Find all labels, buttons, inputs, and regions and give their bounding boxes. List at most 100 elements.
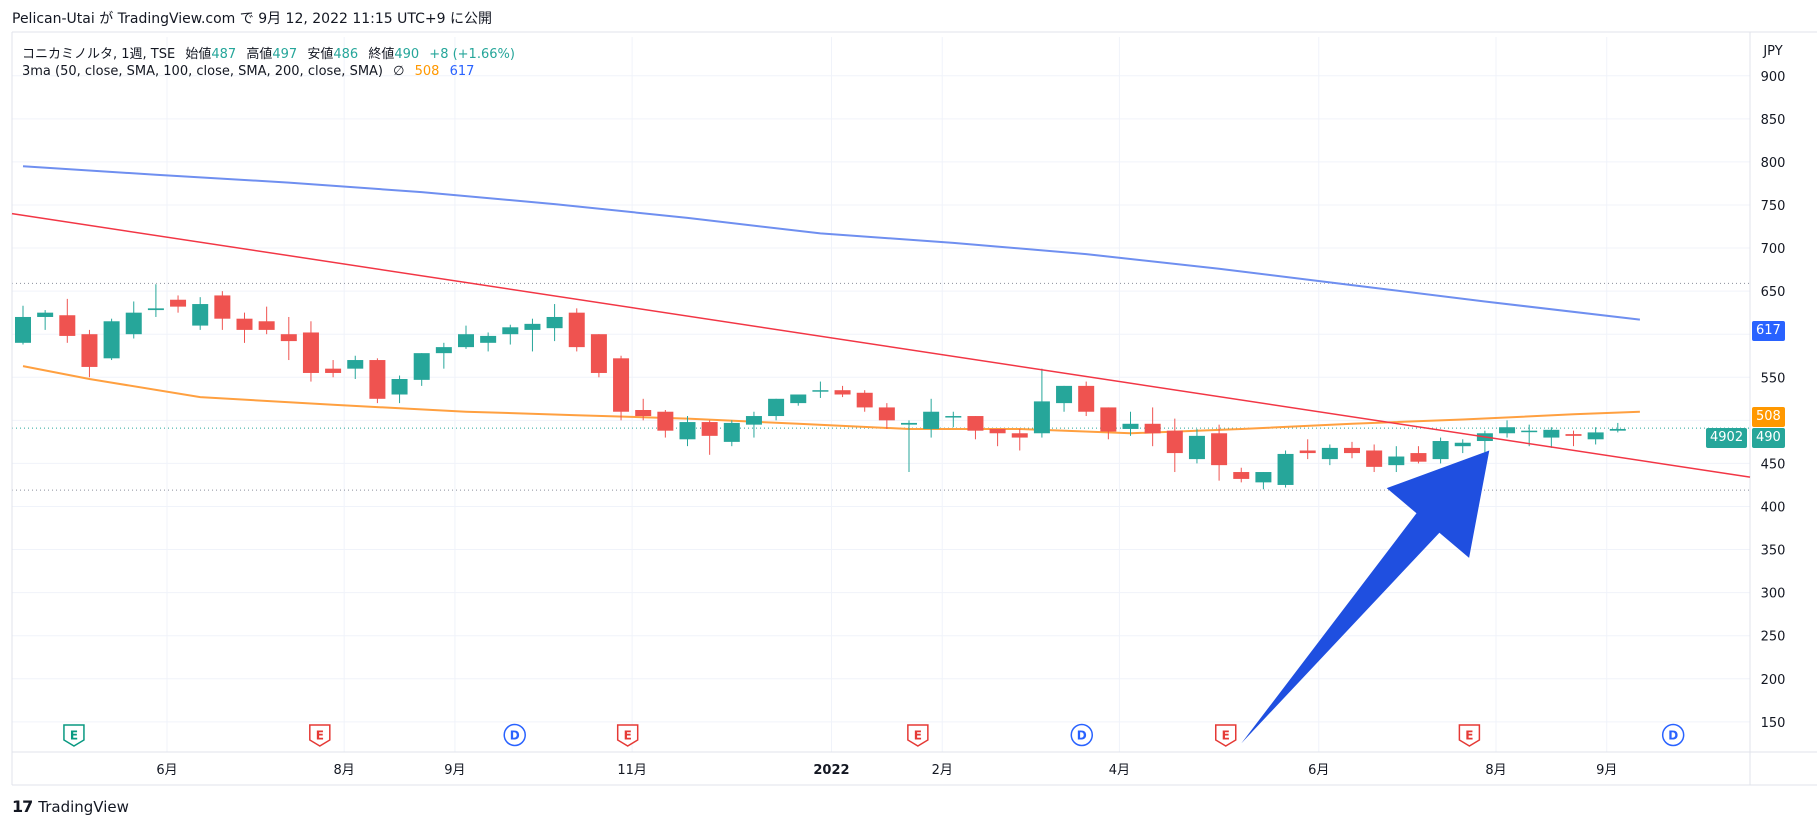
- candle: [1144, 407, 1161, 447]
- candle-body: [103, 321, 120, 359]
- candle-body: [613, 358, 630, 412]
- candle: [236, 312, 253, 343]
- earnings-marker: E: [1214, 724, 1237, 747]
- candle: [302, 321, 319, 382]
- candle-body: [901, 422, 917, 425]
- candle: [568, 308, 585, 352]
- price-tick-label: 400: [1761, 500, 1786, 515]
- candle-body: [723, 422, 740, 442]
- candle: [192, 297, 209, 330]
- candle: [923, 398, 940, 438]
- candle-body: [1366, 450, 1383, 467]
- price-axis[interactable]: 1502002503003504004505005506006507007508…: [1761, 70, 1786, 731]
- candle: [1321, 444, 1338, 466]
- candle-body: [745, 416, 762, 425]
- candle: [745, 411, 762, 438]
- candle: [679, 416, 696, 447]
- earnings-marker: E: [309, 724, 331, 747]
- time-tick-label: 8月: [1485, 763, 1506, 778]
- ma100-value: 508: [414, 64, 440, 79]
- price-tick-label: 850: [1761, 113, 1786, 128]
- price-tick-label: 150: [1761, 716, 1786, 731]
- candle-body: [635, 410, 652, 417]
- grid: [12, 37, 1750, 752]
- earnings-marker-shape: [616, 724, 639, 747]
- price-tick-label: 450: [1761, 457, 1786, 472]
- time-tick-label: 4月: [1109, 763, 1130, 778]
- candle: [878, 403, 895, 429]
- candle-body: [1609, 428, 1626, 431]
- candle-body: [657, 411, 674, 431]
- close-price-tag: 490: [1752, 428, 1785, 448]
- candle: [1366, 444, 1383, 473]
- candle: [413, 353, 430, 386]
- indicator-legend[interactable]: 3ma (50, close, SMA, 100, close, SMA, 20…: [22, 64, 474, 79]
- earnings-marker: E: [1458, 724, 1481, 747]
- candle: [103, 318, 120, 361]
- candle-body: [945, 416, 962, 418]
- arrow-annotation-layer[interactable]: [1241, 450, 1490, 744]
- low-value: 486: [333, 47, 359, 62]
- candle-body: [546, 316, 563, 329]
- event-marker-letter: D: [1668, 729, 1678, 743]
- candle-body: [1078, 385, 1095, 412]
- candle: [458, 325, 474, 349]
- candle-body: [590, 334, 607, 373]
- close-value: 490: [394, 47, 420, 62]
- candle: [325, 360, 342, 378]
- price-unit: JPY: [1762, 44, 1782, 59]
- candle: [1454, 439, 1471, 454]
- close-label: 終値: [368, 47, 395, 62]
- time-tick-label: 9月: [444, 763, 465, 778]
- candle-body: [1122, 423, 1139, 429]
- price-tick-label: 550: [1761, 371, 1786, 386]
- candle-body: [768, 398, 785, 417]
- footer-brand[interactable]: 17 TradingView: [12, 797, 129, 816]
- candle: [1587, 427, 1604, 445]
- event-marker-letter: E: [1222, 729, 1230, 743]
- event-marker-letter: D: [1077, 729, 1087, 743]
- candle: [967, 416, 984, 440]
- dividend-marker-shape: [1070, 723, 1094, 747]
- candle-body: [923, 411, 940, 429]
- candle-body: [1056, 385, 1073, 404]
- symbol-title[interactable]: コニカミノルタ, 1週, TSE: [22, 47, 176, 62]
- dividend-marker-shape: [503, 723, 526, 747]
- candle-body: [125, 312, 142, 335]
- time-tick-label: 9月: [1596, 763, 1617, 778]
- candle-body: [989, 428, 1006, 434]
- candle-body: [369, 360, 386, 399]
- ma200-price-tag: 617: [1752, 321, 1785, 341]
- dividend-marker: D: [503, 723, 526, 747]
- candle: [635, 398, 652, 421]
- candle: [590, 334, 607, 378]
- candle: [1100, 407, 1117, 440]
- candle-body: [856, 392, 873, 408]
- price-tick-label: 350: [1761, 544, 1786, 559]
- candle: [1078, 381, 1095, 417]
- candle-body: [1299, 450, 1316, 454]
- trendline-layer[interactable]: [11, 212, 1751, 478]
- candle-body: [568, 312, 585, 348]
- time-axis[interactable]: 6月 8月 9月 11月 2022 2月 4月 6月 8月 9月: [156, 763, 1617, 778]
- candle-body: [679, 422, 696, 440]
- indicator-title[interactable]: 3ma (50, close, SMA, 100, close, SMA, 20…: [22, 64, 383, 79]
- symbol-legend[interactable]: コニカミノルタ, 1週, TSE 始値487 高値497 安値486 終値490…: [22, 43, 515, 62]
- candle-body: [325, 368, 342, 373]
- candle: [391, 375, 408, 404]
- candle: [613, 355, 630, 421]
- candle-body: [1388, 456, 1405, 466]
- candle: [701, 420, 718, 455]
- candle-body: [790, 394, 807, 404]
- earnings-marker-shape: [1214, 724, 1237, 747]
- candle: [1188, 428, 1205, 464]
- time-tick-label: 6月: [1308, 763, 1329, 778]
- indicator-hidden-icon[interactable]: ∅: [393, 64, 405, 79]
- candle: [1499, 420, 1516, 438]
- candle-body: [1344, 447, 1360, 454]
- candle: [790, 394, 807, 406]
- price-tick-label: 250: [1761, 630, 1786, 645]
- price-tick-label: 700: [1761, 242, 1786, 257]
